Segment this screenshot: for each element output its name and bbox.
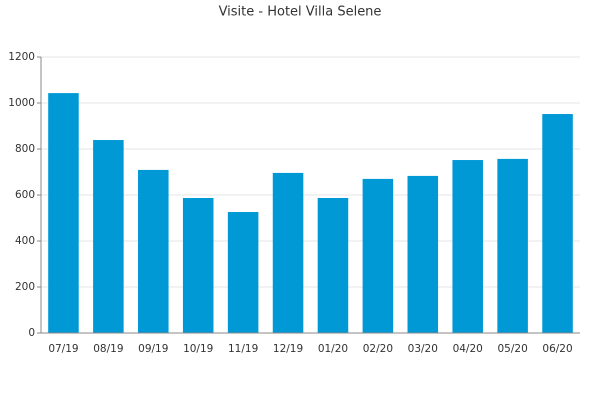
- y-tick-label: 600: [15, 189, 35, 201]
- y-tick-label: 200: [15, 281, 35, 293]
- x-tick-label: 07/19: [48, 343, 78, 355]
- bar: [452, 160, 483, 333]
- x-tick-label: 09/19: [138, 343, 168, 355]
- bar: [272, 172, 304, 333]
- x-tick-label: 02/20: [363, 343, 393, 355]
- bar: [317, 197, 349, 333]
- x-tick-label: 10/19: [183, 343, 213, 355]
- y-tick-label: 1200: [8, 51, 35, 63]
- x-tick-label: 12/19: [273, 343, 303, 355]
- bar: [497, 158, 528, 333]
- x-tick-label: 06/20: [542, 343, 572, 355]
- y-tick-label: 400: [15, 235, 35, 247]
- y-tick-label: 0: [28, 327, 35, 339]
- x-tick-label: 01/20: [318, 343, 348, 355]
- x-tick-label: 08/19: [93, 343, 123, 355]
- bar: [138, 169, 169, 333]
- bar: [407, 175, 439, 333]
- bar: [182, 197, 214, 333]
- chart-title: Visite - Hotel Villa Selene: [219, 5, 382, 20]
- x-tick-label: 04/20: [453, 343, 483, 355]
- bar: [93, 140, 124, 333]
- bar: [48, 93, 79, 333]
- x-tick-label: 03/20: [408, 343, 438, 355]
- y-tick-label: 800: [15, 143, 35, 155]
- bar: [362, 178, 394, 333]
- bar: [542, 114, 573, 333]
- y-tick-label: 1000: [8, 97, 35, 109]
- x-tick-label: 11/19: [228, 343, 258, 355]
- bar: [227, 212, 259, 333]
- x-tick-label: 05/20: [497, 343, 527, 355]
